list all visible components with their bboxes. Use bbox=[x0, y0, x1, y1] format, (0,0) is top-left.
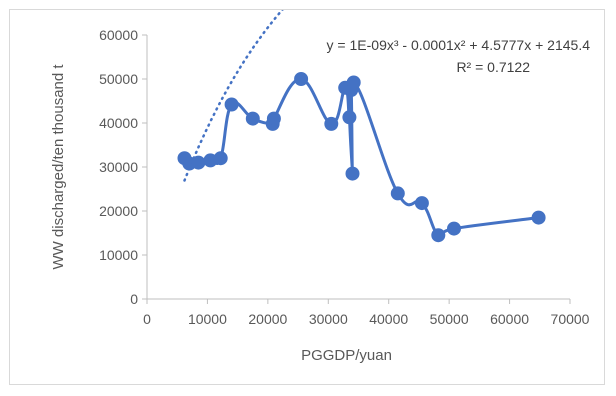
x-axis-title: PGGDP/yuan bbox=[301, 347, 392, 364]
y-tick-label: 10000 bbox=[99, 247, 138, 263]
x-tick-label: 60000 bbox=[490, 311, 529, 327]
data-series bbox=[177, 72, 546, 243]
y-tick-label: 50000 bbox=[99, 71, 138, 87]
data-point bbox=[447, 221, 461, 236]
x-tick-label: 30000 bbox=[309, 311, 348, 327]
data-point bbox=[390, 186, 405, 201]
data-point bbox=[346, 75, 361, 90]
axes: 0 10000 20000 30000 40000 50000 60000 0 10000 200… bbox=[99, 27, 590, 327]
data-point bbox=[213, 151, 228, 166]
data-point bbox=[531, 210, 546, 225]
data-point bbox=[266, 111, 281, 126]
data-point bbox=[294, 72, 309, 86]
data-point bbox=[245, 111, 260, 126]
data-point bbox=[345, 166, 360, 181]
x-tick-label: 40000 bbox=[369, 311, 408, 327]
data-point bbox=[342, 110, 357, 125]
data-point bbox=[324, 116, 339, 131]
trendline bbox=[183, 10, 284, 182]
trendline-equation: y = 1E-09x³ - 0.0001x² + 4.5777x + 2145.… bbox=[327, 37, 591, 53]
data-point bbox=[414, 196, 429, 211]
y-tick-label: 0 bbox=[130, 291, 138, 307]
y-tick-label: 60000 bbox=[99, 27, 138, 43]
y-tick-label: 30000 bbox=[99, 159, 138, 175]
y-axis-title: WW discharged/ten thousand t bbox=[50, 64, 67, 270]
data-point bbox=[431, 228, 446, 243]
data-point bbox=[191, 155, 206, 170]
x-tick-label: 10000 bbox=[188, 311, 227, 327]
trendline-path bbox=[183, 10, 284, 182]
trendline-r-squared: R² = 0.7122 bbox=[456, 59, 530, 75]
x-tick-label: 50000 bbox=[430, 311, 469, 327]
x-tick-label: 20000 bbox=[248, 311, 287, 327]
data-point bbox=[224, 97, 239, 112]
x-tick-label: 70000 bbox=[551, 311, 590, 327]
y-tick-label: 40000 bbox=[99, 115, 138, 131]
x-tick-label: 0 bbox=[143, 311, 151, 327]
y-tick-label: 20000 bbox=[99, 203, 138, 219]
chart-area: 0 10000 20000 30000 40000 50000 60000 0 10000 200… bbox=[9, 9, 605, 385]
chart-svg: 0 10000 20000 30000 40000 50000 60000 0 10000 200… bbox=[50, 10, 591, 364]
